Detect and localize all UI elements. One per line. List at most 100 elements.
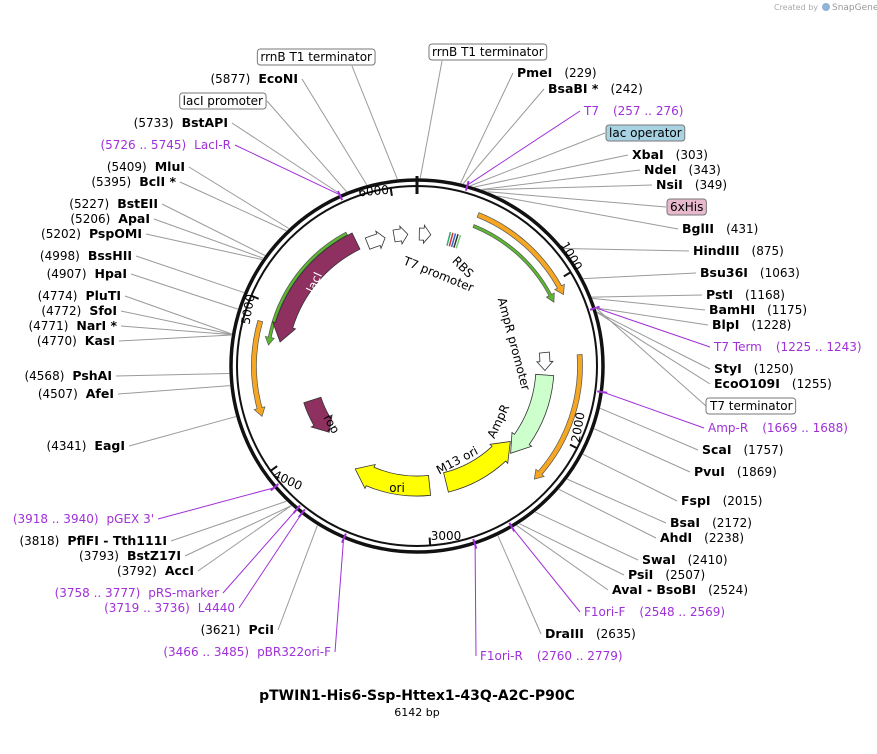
site-label: SwaI (2410) bbox=[642, 552, 728, 567]
leader-line bbox=[594, 428, 691, 473]
site-name: StyI bbox=[714, 361, 742, 376]
site-position: (5395) bbox=[91, 175, 131, 189]
site-label: F1ori-F (2548 .. 2569) bbox=[584, 605, 725, 619]
site-label: PvuI (1869) bbox=[694, 464, 777, 479]
leader-line bbox=[419, 60, 443, 179]
site-name: lac operator bbox=[609, 126, 682, 140]
rbs-bar bbox=[446, 231, 452, 246]
site-position: (229) bbox=[564, 66, 596, 80]
site-label: (5733) BstAPI bbox=[134, 115, 228, 130]
site-name: AvaI - BsoBI bbox=[612, 582, 696, 597]
leader-line bbox=[474, 544, 477, 657]
site-label: (5877) EcoNI bbox=[210, 71, 298, 86]
leader-line bbox=[582, 453, 678, 502]
site-name: F1ori-R bbox=[480, 649, 523, 663]
site-label: (4907) HpaI bbox=[47, 266, 127, 281]
site-label: (5409) MluI bbox=[107, 159, 185, 174]
leader-line bbox=[188, 166, 290, 229]
site-label: (3466 .. 3485) pBR322ori-F bbox=[163, 645, 331, 659]
ruler-tick bbox=[569, 443, 578, 450]
site-position: (3818) bbox=[19, 534, 59, 548]
site-label: BglII (431) bbox=[682, 221, 758, 236]
site-position: (3792) bbox=[117, 564, 157, 578]
rbs-bar bbox=[450, 233, 457, 248]
site-position: (2015) bbox=[723, 494, 763, 508]
feature-arrow bbox=[443, 441, 511, 493]
leader-line bbox=[482, 184, 653, 191]
site-position: (4998) bbox=[40, 249, 80, 263]
site-position: (1757) bbox=[744, 443, 784, 457]
site-position: (1669 .. 1688) bbox=[762, 421, 848, 435]
feature-arrow bbox=[303, 396, 333, 433]
site-name: BstAPI bbox=[182, 115, 228, 130]
leader-line bbox=[596, 312, 711, 385]
leader-line bbox=[234, 144, 340, 196]
site-label: (3621) PciI bbox=[201, 622, 274, 637]
feature-arrow bbox=[510, 373, 555, 454]
site-label: (4341) EagI bbox=[47, 438, 125, 453]
feature-arrow bbox=[364, 230, 386, 250]
leader-line bbox=[179, 181, 287, 232]
site-position: (3918 .. 3940) bbox=[13, 512, 99, 526]
site-name: PluTI bbox=[85, 288, 121, 303]
leader-line bbox=[238, 513, 302, 609]
site-name: PmeI bbox=[517, 65, 552, 80]
feature-arc bbox=[251, 319, 266, 418]
site-name: PspOMI bbox=[89, 226, 142, 241]
site-position: (2238) bbox=[704, 531, 744, 545]
leader-line bbox=[277, 525, 318, 631]
site-name: ApaI bbox=[118, 211, 150, 226]
site-position: (5877) bbox=[210, 72, 250, 86]
site-name: T7 Term bbox=[713, 340, 762, 354]
primer-mark bbox=[472, 538, 478, 549]
leader-line bbox=[566, 478, 667, 524]
site-position: (4772) bbox=[41, 304, 81, 318]
feature-arc bbox=[476, 212, 565, 296]
site-label: lac operator bbox=[609, 126, 682, 140]
primer-mark bbox=[464, 180, 470, 191]
leader-line bbox=[124, 295, 232, 335]
site-label: EcoO109I (1255) bbox=[714, 376, 832, 391]
ruler-tick bbox=[563, 271, 572, 278]
site-label: (3918 .. 3940) pGEX 3' bbox=[13, 512, 154, 526]
primer-mark bbox=[589, 305, 600, 311]
site-name: BstEII bbox=[117, 196, 158, 211]
site-position: (4771) bbox=[28, 319, 68, 333]
leader-line bbox=[591, 294, 703, 298]
primer-mark bbox=[292, 504, 301, 514]
site-name: 6xHis bbox=[670, 200, 703, 214]
leader-line bbox=[474, 154, 629, 188]
site-position: (431) bbox=[726, 222, 758, 236]
logo bbox=[822, 3, 830, 11]
feature-arrow bbox=[418, 224, 432, 245]
site-label: rrnB T1 terminator bbox=[432, 45, 544, 59]
leader-line bbox=[118, 334, 232, 342]
feature-arrow bbox=[354, 463, 432, 497]
feature-box bbox=[605, 124, 686, 142]
leader-line bbox=[222, 509, 297, 594]
subtitle: 6142 bp bbox=[394, 706, 439, 719]
primer-mark bbox=[298, 508, 306, 518]
ruler-tick bbox=[389, 187, 393, 196]
credit-brand: SnapGene bbox=[832, 3, 877, 13]
leader-line bbox=[563, 247, 690, 252]
site-name: lacI promoter bbox=[183, 94, 263, 108]
leader-line bbox=[595, 307, 707, 407]
ruler-tick bbox=[428, 537, 432, 546]
site-name: LacI-R bbox=[194, 138, 231, 152]
site-label: BsaI (2172) bbox=[670, 515, 752, 530]
leader-line bbox=[583, 272, 697, 280]
site-position: (1250) bbox=[754, 362, 794, 376]
site-position: (1168) bbox=[745, 288, 785, 302]
site-position: (1175) bbox=[767, 303, 807, 317]
site-label: (3793) BstZ17I bbox=[79, 548, 181, 563]
rbs-bar bbox=[455, 234, 462, 249]
site-label: (4772) SfoI bbox=[41, 303, 117, 318]
site-name: AhdI bbox=[660, 530, 692, 545]
site-name: pBR322ori-F bbox=[257, 645, 331, 659]
primer-mark bbox=[341, 533, 347, 544]
site-name: FspI bbox=[681, 493, 711, 508]
site-label: (3818) PflFI - Tth111I bbox=[19, 533, 167, 548]
leader-line bbox=[487, 191, 667, 208]
